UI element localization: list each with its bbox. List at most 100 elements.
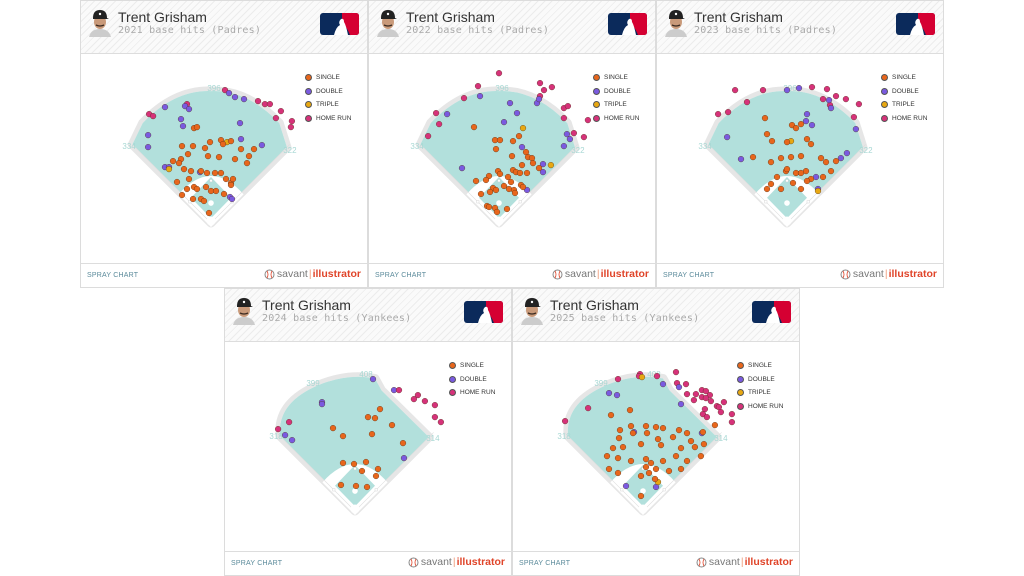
wall-distance-label: 334 bbox=[698, 142, 712, 151]
base bbox=[785, 179, 789, 183]
hit-point-home-run bbox=[855, 100, 863, 108]
hit-point-double bbox=[795, 84, 803, 92]
hit-point-single bbox=[787, 153, 795, 161]
legend: SINGLE DOUBLE TRIPLE HOME RUN bbox=[593, 71, 639, 125]
hit-point-triple bbox=[519, 124, 527, 132]
hit-point-single bbox=[783, 138, 791, 146]
hit-point-home-run bbox=[672, 368, 680, 376]
hit-point-double bbox=[827, 104, 835, 112]
home-plate-area bbox=[206, 216, 216, 226]
hit-point-single bbox=[637, 440, 645, 448]
hit-point-home-run bbox=[536, 79, 544, 87]
base bbox=[476, 200, 480, 204]
base bbox=[188, 200, 192, 204]
hit-point-home-run bbox=[437, 418, 445, 426]
hit-point-double bbox=[659, 380, 667, 388]
hit-point-home-run bbox=[584, 116, 592, 124]
hit-point-double bbox=[500, 118, 508, 126]
hit-point-home-run bbox=[540, 86, 548, 94]
season-subtitle: 2023 base hits (Padres) bbox=[694, 25, 838, 36]
hit-point-single bbox=[212, 187, 220, 195]
hit-point-single bbox=[672, 452, 680, 460]
hit-point-single bbox=[372, 472, 380, 480]
hit-point-double bbox=[622, 482, 630, 490]
base bbox=[353, 467, 357, 471]
hit-point-single bbox=[339, 432, 347, 440]
hit-point-double bbox=[675, 383, 683, 391]
hit-point-single bbox=[516, 169, 524, 177]
hit-point-double bbox=[443, 110, 451, 118]
hit-point-single bbox=[642, 463, 650, 471]
hit-point-home-run bbox=[731, 86, 739, 94]
hit-point-single bbox=[374, 465, 382, 473]
hit-point-home-run bbox=[692, 390, 700, 398]
panel-header: Trent Grisham 2024 base hits (Yankees) bbox=[225, 289, 511, 342]
hit-point-home-run bbox=[435, 120, 443, 128]
outfield-grass bbox=[279, 376, 429, 511]
hit-point-single bbox=[657, 441, 665, 449]
savant-illustrator-logo: savant | illustrator bbox=[408, 556, 505, 568]
legend-swatch bbox=[737, 375, 744, 383]
hit-point-double bbox=[281, 431, 289, 439]
hit-point-home-run bbox=[560, 114, 568, 122]
hit-point-home-run bbox=[728, 410, 736, 418]
hit-point-single bbox=[819, 173, 827, 181]
panel-footer: SPRAY CHART savant | illustrator bbox=[225, 551, 511, 575]
hit-point-single bbox=[204, 152, 212, 160]
hit-point-single bbox=[803, 135, 811, 143]
hit-point-double bbox=[236, 119, 244, 127]
hit-point-single bbox=[529, 159, 537, 167]
hit-point-double bbox=[802, 117, 810, 125]
legend: SINGLE DOUBLE HOME RUN bbox=[449, 359, 495, 400]
brand-savant: savant bbox=[708, 556, 740, 568]
legend-item: HOME RUN bbox=[593, 112, 639, 126]
hit-point-home-run bbox=[274, 425, 282, 433]
hit-point-single bbox=[472, 177, 480, 185]
hit-point-single bbox=[789, 179, 797, 187]
hit-point-single bbox=[626, 406, 634, 414]
hit-point-single bbox=[535, 164, 543, 172]
hit-point-single bbox=[175, 159, 183, 167]
hit-point-single bbox=[616, 426, 624, 434]
hit-point-double bbox=[737, 155, 745, 163]
hit-point-single bbox=[637, 492, 645, 500]
hit-point-single bbox=[329, 424, 337, 432]
legend-label: SINGLE bbox=[604, 74, 628, 82]
hit-point-double bbox=[318, 400, 326, 408]
hit-point-single bbox=[492, 145, 500, 153]
wall-distance-label: 322 bbox=[571, 146, 585, 155]
brand-savant: savant bbox=[564, 268, 596, 280]
player-avatar bbox=[89, 10, 111, 37]
hit-point-single bbox=[227, 137, 235, 145]
hit-point-single bbox=[807, 140, 815, 148]
hit-point-double bbox=[161, 103, 169, 111]
bottom-row: Trent Grisham 2024 base hits (Yankees) 3… bbox=[0, 288, 1024, 576]
hit-point-single bbox=[614, 454, 622, 462]
mlb-logo bbox=[896, 13, 935, 35]
hit-point-single bbox=[792, 124, 800, 132]
hit-point-single bbox=[350, 460, 358, 468]
brand-illustrator: illustrator bbox=[744, 556, 793, 568]
hit-point-single bbox=[687, 437, 695, 445]
hit-point-double bbox=[539, 168, 547, 176]
hit-point-single bbox=[615, 434, 623, 442]
player-name: Trent Grisham bbox=[550, 297, 639, 313]
hit-point-home-run bbox=[495, 70, 503, 77]
hit-point-home-run bbox=[724, 108, 732, 116]
hit-point-double bbox=[723, 133, 731, 141]
hit-point-home-run bbox=[832, 92, 840, 100]
hit-point-single bbox=[477, 190, 485, 198]
hit-point-single bbox=[339, 459, 347, 467]
legend-item: TRIPLE bbox=[305, 98, 351, 112]
hit-point-single bbox=[362, 458, 370, 466]
hit-point-single bbox=[358, 467, 366, 475]
hit-point-single bbox=[777, 154, 785, 162]
hit-point-single bbox=[376, 405, 384, 413]
brand-savant: savant bbox=[276, 268, 308, 280]
hit-point-home-run bbox=[714, 110, 722, 118]
hit-point-double bbox=[843, 149, 851, 157]
hit-point-single bbox=[773, 173, 781, 181]
panel-footer: SPRAY CHART savant | illustrator bbox=[513, 551, 799, 575]
spray-chart-label: SPRAY CHART bbox=[663, 272, 715, 279]
hit-point-single bbox=[659, 457, 667, 465]
